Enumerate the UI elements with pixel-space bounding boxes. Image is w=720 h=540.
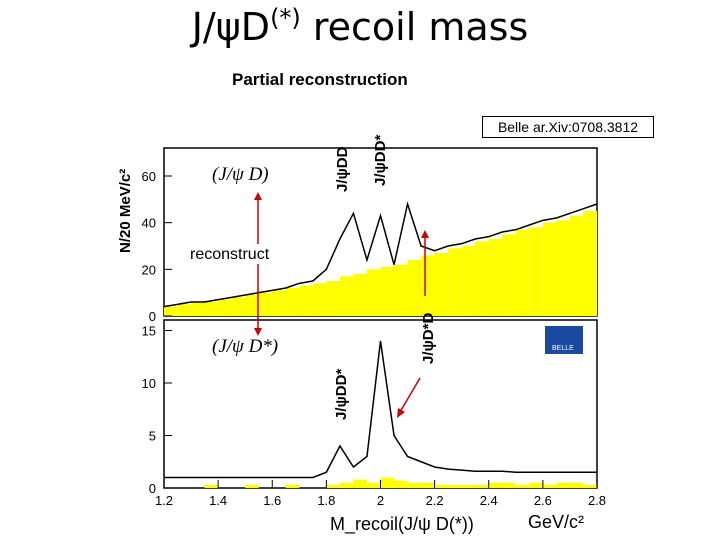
bkg-bar: [448, 484, 462, 488]
bkg-bar: [515, 484, 530, 488]
bkg-bar: [218, 299, 232, 316]
peak-label-jpsidd: J/ψDD: [334, 146, 351, 192]
bkg-bar: [231, 297, 246, 316]
bkg-bar: [542, 222, 557, 316]
reconstruct-label: reconstruct: [190, 246, 270, 263]
bkg-bar: [475, 484, 489, 488]
x-tick-label: 1.2: [155, 493, 173, 508]
bkg-bar: [258, 292, 273, 316]
bkg-bar: [339, 482, 354, 488]
bkg-bar: [448, 248, 462, 316]
reference-box: Belle ar.Xiv:0708.3812: [482, 116, 654, 138]
subtitle: Partial reconstruction: [232, 70, 408, 89]
y-tick-label: 60: [142, 169, 156, 184]
bkg-bar: [488, 239, 503, 316]
bkg-bar: [583, 211, 597, 316]
bkg-bar: [461, 484, 476, 488]
x-tick-label: 2.2: [426, 493, 444, 508]
bkg-bar: [394, 264, 408, 316]
top-fit-curve: [163, 201, 598, 308]
top-label: (J/ψ D): [212, 164, 269, 185]
bkg-bar: [245, 295, 259, 316]
x-tick-label: 2: [377, 493, 384, 508]
bkg-bar: [407, 482, 422, 488]
bkg-bar: [272, 290, 286, 316]
bkg-bar: [421, 255, 435, 316]
x-tick-label: 2.8: [588, 493, 606, 508]
bkg-bar: [556, 482, 570, 488]
peak-label-jpsidd-star: J/ψDD*: [372, 135, 389, 186]
bkg-bar: [502, 234, 516, 316]
bkg-bar: [339, 276, 354, 316]
bkg-bar: [569, 215, 584, 316]
bkg-bar: [488, 482, 503, 488]
arrow-up-head: [254, 192, 262, 200]
bkg-bar: [394, 480, 408, 488]
bkg-bar: [366, 269, 381, 316]
bottom-fit-curve: [164, 340, 597, 479]
peak-label-jpsidstar-d: J/ψD*D: [420, 313, 437, 364]
belle-logo: [545, 326, 583, 354]
bkg-bar: [191, 302, 205, 316]
y-tick-label: 5: [149, 429, 156, 444]
bkg-bar: [542, 484, 557, 488]
arrow-dstar-head: [421, 230, 429, 238]
peak-label-jpsidd-star-bottom: J/ψDD*: [333, 369, 350, 420]
bkg-bar: [164, 306, 178, 316]
bkg-bar: [529, 227, 543, 316]
bkg-bar: [326, 281, 340, 316]
y-tick-label: 10: [142, 376, 156, 391]
y-axis-label: N/20 MeV/c²: [117, 169, 134, 253]
y-tick-label: 40: [142, 216, 156, 231]
bkg-bar: [299, 285, 313, 316]
x-tick-label: 1.8: [317, 493, 335, 508]
belle-logo-text: BELLE: [552, 345, 574, 352]
arrow-bottom: [399, 377, 421, 413]
bkg-bar: [583, 484, 597, 488]
bkg-bar: [380, 267, 395, 316]
bkg-bar: [529, 482, 543, 488]
bkg-bar: [353, 274, 367, 316]
x-axis-label: M_recoil(J/ψ D(*)): [330, 514, 474, 535]
bkg-bar: [556, 220, 570, 316]
x-tick-label: 2.4: [480, 493, 498, 508]
bkg-bar: [421, 482, 435, 488]
bkg-bar: [285, 288, 300, 316]
bkg-bar: [407, 260, 422, 316]
page-title: J/ψD(*) recoil mass: [191, 4, 529, 49]
bkg-bar: [434, 253, 449, 316]
bkg-bar: [326, 484, 340, 488]
bkg-bar: [461, 246, 476, 316]
y-tick-label: 0: [149, 481, 156, 496]
bkg-bar: [366, 482, 381, 488]
bkg-bar: [434, 484, 449, 488]
y-tick-label: 20: [142, 262, 156, 277]
bkg-bar: [380, 477, 395, 488]
arrow-down-head: [254, 328, 262, 336]
bkg-bar: [285, 484, 300, 488]
bkg-bar: [245, 484, 259, 488]
x-tick-label: 1.6: [263, 493, 281, 508]
bkg-bar: [515, 229, 530, 316]
x-tick-label: 2.6: [534, 493, 552, 508]
y-tick-label: 15: [142, 324, 156, 339]
bkg-bar: [475, 241, 489, 316]
y-tick-label: 0: [149, 309, 156, 324]
bkg-bar: [502, 482, 516, 488]
bkg-bar: [204, 302, 219, 316]
bkg-bar: [177, 304, 192, 316]
x-tick-label: 1.4: [209, 493, 227, 508]
bkg-bar: [204, 484, 219, 488]
x-axis-unit: GeV/c²: [528, 512, 584, 532]
bottom-label: (J/ψ D*): [212, 336, 278, 357]
bkg-bar: [312, 283, 327, 316]
arrow-bottom-head: [397, 408, 405, 418]
bkg-bar: [353, 479, 367, 488]
bkg-bar: [569, 482, 584, 488]
